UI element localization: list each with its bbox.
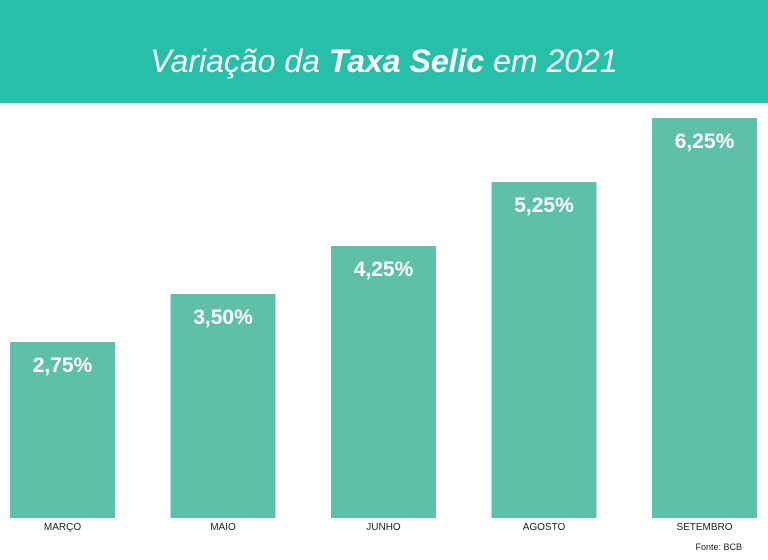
x-tick-label: MARÇO bbox=[44, 522, 81, 533]
value-label: 5,25% bbox=[514, 194, 574, 217]
x-tick-label: JUNHO bbox=[366, 522, 401, 533]
title-part: em 2021 bbox=[493, 43, 618, 79]
value-label: 2,75% bbox=[33, 354, 93, 377]
source: Fonte: BCB bbox=[695, 542, 742, 552]
x-tick-label: MAIO bbox=[210, 522, 236, 533]
bar bbox=[170, 294, 276, 518]
bar bbox=[491, 182, 597, 518]
value-label: 4,25% bbox=[354, 258, 414, 281]
chart-title: Variação da Taxa Selic em 2021 bbox=[150, 43, 617, 79]
header-band bbox=[0, 0, 768, 103]
bar bbox=[331, 246, 436, 518]
bar bbox=[652, 118, 757, 518]
value-label: 6,25% bbox=[675, 130, 735, 153]
bar bbox=[10, 342, 115, 518]
x-tick-label: SETEMBRO bbox=[676, 522, 732, 533]
value-label: 3,50% bbox=[193, 306, 253, 329]
title-part: Variação da bbox=[150, 43, 320, 79]
x-tick-label: AGOSTO bbox=[523, 522, 566, 533]
title-part: Taxa Selic bbox=[329, 43, 485, 79]
